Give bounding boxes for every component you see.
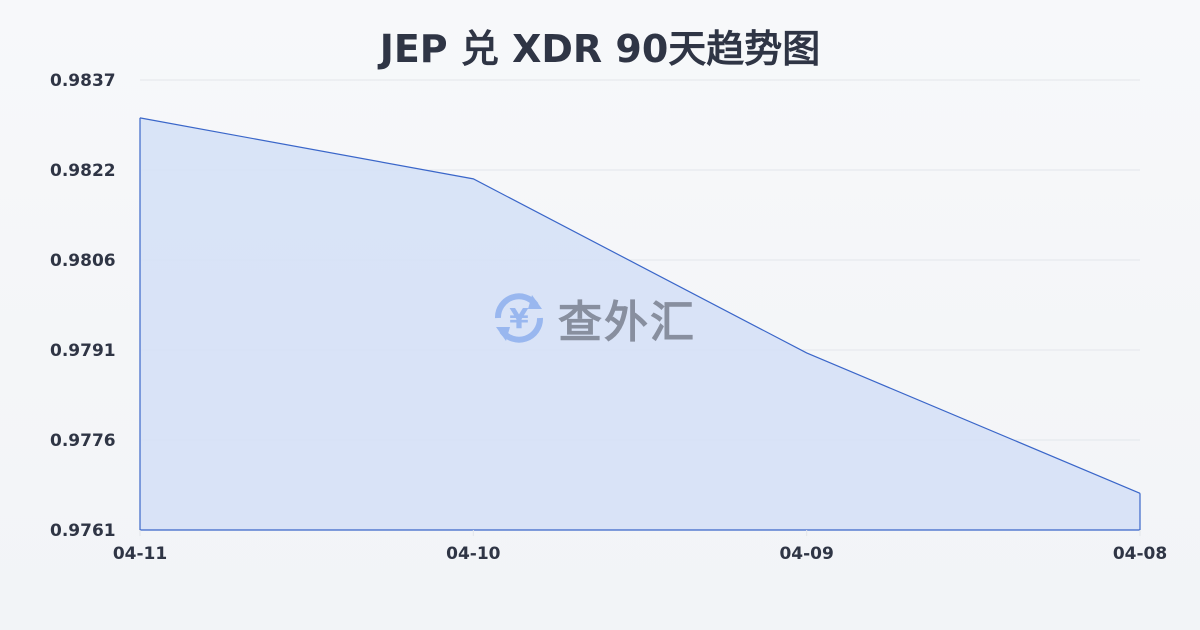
svg-text:¥: ¥ [509,302,529,335]
y-tick-label: 0.9837 [50,71,116,91]
y-tick-label: 0.9806 [50,251,116,271]
yen-exchange-icon: ¥ [494,293,544,343]
watermark-text: 查外汇 [558,297,696,348]
y-tick-label: 0.9776 [50,431,116,451]
y-tick-label: 0.9791 [50,341,116,361]
area-fill [140,117,1140,530]
x-tick-label: 04-10 [446,544,501,564]
y-tick-label: 0.9761 [50,521,116,541]
series-line [139,117,1141,494]
watermark: ¥ 查外汇 [488,286,696,350]
y-tick-label: 0.9822 [50,161,116,181]
x-tick-label: 04-11 [113,544,167,564]
chart-title: JEP 兑 XDR 90天趋势图 [379,27,821,71]
x-tick-label: 04-08 [1113,544,1167,564]
x-tick-label: 04-09 [779,544,833,564]
